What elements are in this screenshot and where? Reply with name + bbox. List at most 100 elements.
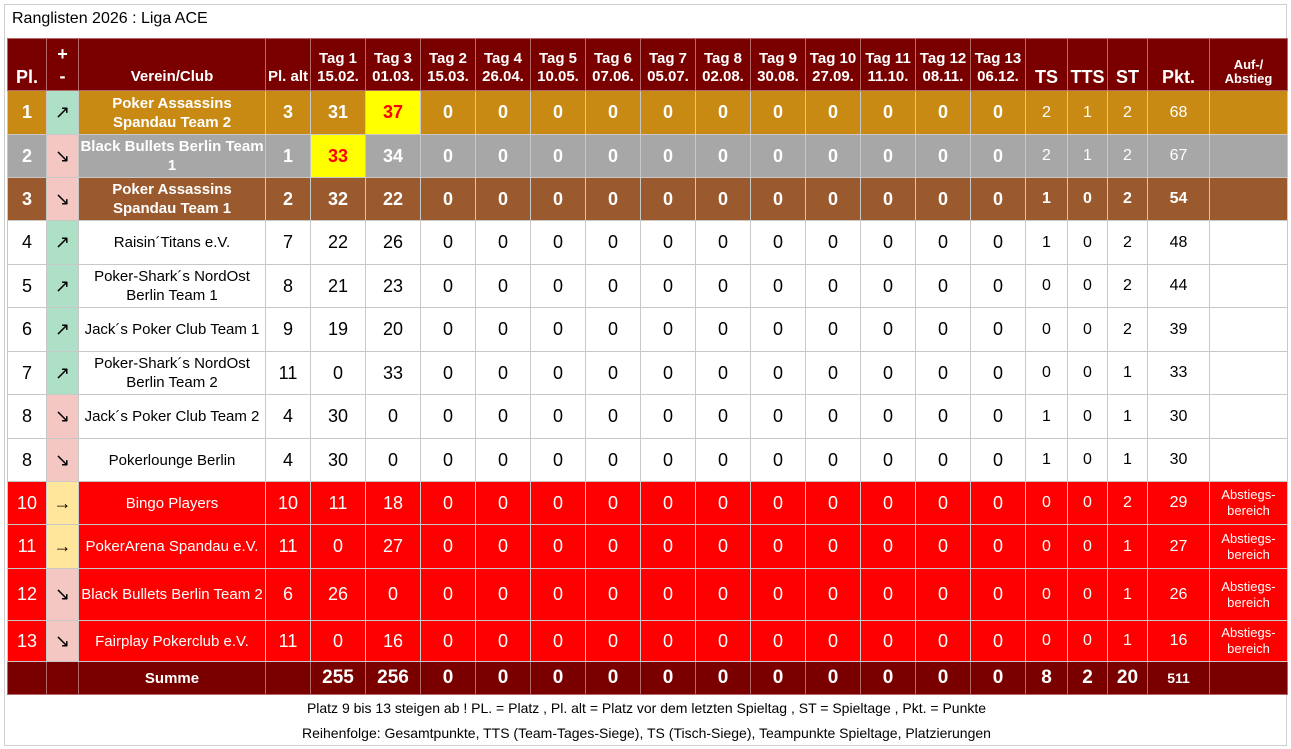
day-score-cell: 0	[530, 620, 586, 662]
trend-down-icon: ↘	[46, 568, 79, 621]
sum-row: Summe 255 256 0 0 0 0 0 0 0 0 0 0 0 8 2 20 511	[7, 661, 1288, 695]
footer-legend: Platz 9 bis 13 steigen ab ! PL. = Platz …	[306, 700, 987, 716]
trend-up-icon: ↗	[46, 220, 79, 265]
day-score-cell: 0	[640, 620, 696, 662]
table-row[interactable]: 8 ↘ Jack´s Poker Club Team 2 4 30 0 0 0 0 0 0 0 0 0 0 0…	[7, 394, 1288, 439]
day-score-cell: 0	[365, 568, 421, 621]
table-row[interactable]: 8 ↘ Pokerlounge Berlin 4 30 0 0 0 0 0 0 0 0 0 0 0 0 1 0 1 30	[7, 438, 1288, 482]
day-score-cell: 0	[695, 177, 751, 221]
table-row[interactable]: 3 ↘ Poker Assassins Spandau Team 1 2 32 22 0 0 0…	[7, 177, 1288, 221]
day-score-cell: 0	[805, 481, 861, 525]
day-score-cell: 0	[805, 307, 861, 352]
trend-down-icon: ↘	[46, 620, 79, 662]
points-cell: 33	[1147, 351, 1210, 395]
sum-day-cell: 0	[475, 661, 531, 695]
tts-cell: 0	[1067, 264, 1108, 308]
table-row[interactable]: 4 ↗ Raisin´Titans e.V. 7 22 26 0 0 0 0 0 0 0 0 0 0 0 1 0 2 4…	[7, 220, 1288, 265]
day-score-cell: 0	[420, 220, 476, 265]
ts-cell: 0	[1025, 351, 1068, 395]
day-score-cell: 0	[420, 438, 476, 482]
tts-cell: 0	[1067, 438, 1108, 482]
day-score-cell: 0	[475, 220, 531, 265]
day-score-cell: 0	[805, 394, 861, 439]
day-score-cell: 0	[585, 568, 641, 621]
day-score-cell: 0	[640, 351, 696, 395]
day-score-cell: 0	[530, 394, 586, 439]
day-score-cell: 0	[420, 90, 476, 135]
day-score-cell: 0	[530, 438, 586, 482]
day-score-cell: 0	[475, 264, 531, 308]
table-row[interactable]: 5 ↗ Poker-Shark´s NordOst Berlin Team 1 8 21…	[7, 264, 1288, 308]
updown-note-cell	[1209, 134, 1288, 178]
sum-day-cell: 0	[750, 661, 806, 695]
trend-up-icon: ↗	[46, 264, 79, 308]
table-row[interactable]: 2 ↘ Black Bullets Berlin Team 1 1 33 34 0 0 0 0 0 0…	[7, 134, 1288, 178]
day-score-cell: 0	[750, 220, 806, 265]
day-score-cell: 0	[420, 351, 476, 395]
header-trend-plus: +	[57, 43, 68, 64]
header-day-11: Tag 11 11.10.	[860, 38, 916, 91]
page-title: Ranglisten 2026 : Liga ACE	[12, 10, 208, 27]
club-name-cell: Raisin´Titans e.V.	[78, 220, 266, 265]
footer-order: Reihenfolge: Gesamtpunkte, TTS (Team-Tag…	[302, 725, 991, 741]
st-cell: 2	[1107, 220, 1148, 265]
header-trend: + -	[46, 38, 79, 91]
day-score-cell: 0	[805, 438, 861, 482]
header-day-5: Tag 5 10.05.	[530, 38, 586, 91]
header-place-old: Pl. alt	[265, 38, 311, 91]
updown-note-cell: Abstiegs-bereich	[1209, 481, 1288, 525]
table-row[interactable]: 12 ↘ Black Bullets Berlin Team 2 6 26 0 0 0 0 0 0 0…	[7, 568, 1288, 621]
table-header-row: Pl. + - Verein/Club Pl. alt Tag 1 15.02.…	[7, 38, 1288, 91]
sum-label: Summe	[78, 661, 266, 695]
table-row[interactable]: 7 ↗ Poker-Shark´s NordOst Berlin Team 2 11 0…	[7, 351, 1288, 395]
sum-empty-cell	[7, 661, 47, 695]
tts-cell: 0	[1067, 220, 1108, 265]
day-score-cell: 0	[805, 177, 861, 221]
header-day-3: Tag 2 15.03.	[420, 38, 476, 91]
day-score-cell: 0	[640, 307, 696, 352]
day-score-cell: 0	[640, 177, 696, 221]
day-score-cell: 0	[310, 351, 366, 395]
sum-empty-cell	[1209, 661, 1288, 695]
trend-down-icon: ↘	[46, 134, 79, 178]
updown-note-cell	[1209, 307, 1288, 352]
day-score-cell: 0	[750, 351, 806, 395]
day-score-cell: 32	[310, 177, 366, 221]
table-row[interactable]: 6 ↗ Jack´s Poker Club Team 1 9 19 20 0 0 0 0 0 0 0 0 0…	[7, 307, 1288, 352]
day-score-cell: 0	[915, 481, 971, 525]
place-cell: 7	[7, 351, 47, 395]
points-cell: 54	[1147, 177, 1210, 221]
table-row[interactable]: 11 → PokerArena Spandau e.V. 11 0 27 0 0 0 0 0 0 0 0 0…	[7, 524, 1288, 569]
sum-day-cell: 0	[915, 661, 971, 695]
day-score-cell: 0	[915, 351, 971, 395]
day-score-cell: 0	[420, 264, 476, 308]
st-cell: 2	[1107, 134, 1148, 178]
table-row[interactable]: 13 ↘ Fairplay Pokerclub e.V. 11 0 16 0 0 0 0 0 0 0 0 0…	[7, 620, 1288, 662]
sum-tts-cell: 2	[1067, 661, 1108, 695]
club-name-cell: Jack´s Poker Club Team 1	[78, 307, 266, 352]
header-club: Verein/Club	[78, 38, 266, 91]
day-score-cell: 0	[805, 134, 861, 178]
sum-day-cell: 0	[970, 661, 1026, 695]
header-ts: TS	[1025, 38, 1068, 91]
tts-cell: 0	[1067, 481, 1108, 525]
day-score-cell: 0	[475, 438, 531, 482]
sum-day-cell: 256	[365, 661, 421, 695]
place-cell: 4	[7, 220, 47, 265]
day-score-cell: 0	[420, 134, 476, 178]
sum-st-cell: 20	[1107, 661, 1148, 695]
club-name-cell: Poker Assassins Spandau Team 2	[78, 90, 266, 135]
table-row[interactable]: 1 ↗ Poker Assassins Spandau Team 2 3 31 37 0 0 0…	[7, 90, 1288, 135]
trend-up-icon: ↗	[46, 90, 79, 135]
day-score-cell: 0	[805, 568, 861, 621]
day-score-cell: 0	[420, 524, 476, 569]
table-row[interactable]: 10 → Bingo Players 10 11 18 0 0 0 0 0 0 0 0 0 0 0 0 0 2 29 Ab…	[7, 481, 1288, 525]
club-name-cell: Poker-Shark´s NordOst Berlin Team 2	[78, 351, 266, 395]
ranking-table: Pl. + - Verein/Club Pl. alt Tag 1 15.02.…	[7, 38, 1288, 695]
day-score-cell: 0	[750, 524, 806, 569]
header-day-7: Tag 7 05.07.	[640, 38, 696, 91]
place-old-cell: 10	[265, 481, 311, 525]
day-score-cell: 0	[530, 481, 586, 525]
day-score-cell: 0	[640, 220, 696, 265]
day-score-cell: 0	[805, 220, 861, 265]
